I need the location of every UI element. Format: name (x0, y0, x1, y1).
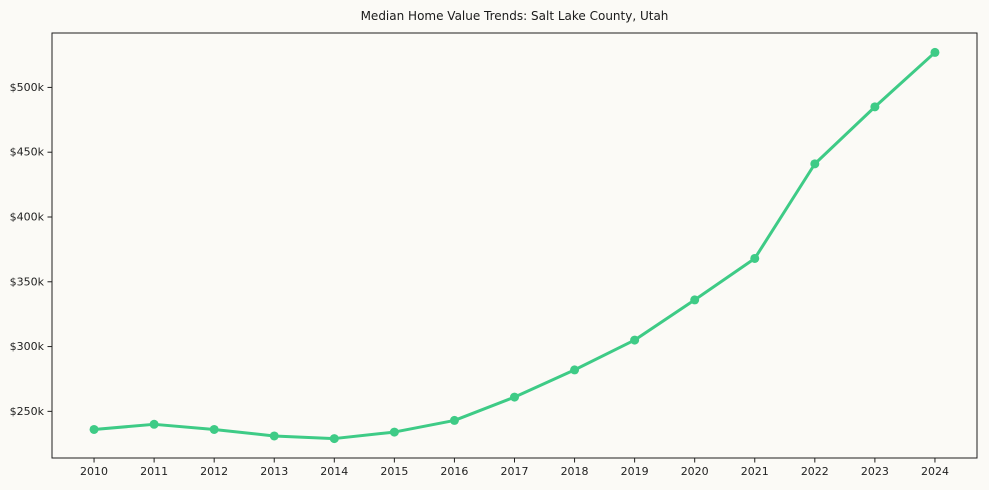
x-axis-tick-label: 2017 (501, 465, 529, 478)
series-line (92, 50, 937, 441)
y-axis-tick-label: $350k (10, 275, 45, 288)
chart-plot-area: $250k $300k $350k $400k $450k $500k 2010 2011 20… (10, 32, 978, 478)
data-point-marker (750, 253, 760, 263)
y-axis-tick-label: $250k (10, 405, 45, 418)
y-axis-tick-label: $500k (10, 81, 45, 94)
data-point-marker (89, 424, 99, 434)
data-point-marker (510, 392, 519, 402)
data-point-marker (870, 102, 880, 112)
data-point-marker (690, 295, 700, 305)
x-axis-tick-label: 2019 (621, 465, 649, 478)
data-point-marker (630, 335, 640, 345)
data-point-marker (570, 365, 580, 375)
x-axis-tick-label: 2012 (200, 465, 228, 478)
x-axis-tick-label: 2016 (440, 465, 468, 478)
data-point-marker (149, 419, 159, 429)
x-axis-tick-label: 2021 (741, 465, 769, 478)
y-axis-tick-label: $450k (10, 146, 45, 159)
y-axis-tick-label: $400k (10, 210, 45, 223)
x-axis-tick-label: 2014 (320, 465, 348, 478)
x-axis-tick-label: 2011 (140, 465, 168, 478)
data-point-marker (930, 47, 940, 57)
data-point-marker (209, 424, 219, 434)
x-axis-tick-label: 2013 (260, 465, 288, 478)
chart-title: Median Home Value Trends: Salt Lake Coun… (361, 9, 669, 23)
x-axis-tick-label: 2020 (681, 465, 709, 478)
x-axis-tick-label: 2023 (861, 465, 889, 478)
x-axis-tick-label: 2015 (380, 465, 408, 478)
x-axis-tick-label: 2022 (801, 465, 829, 478)
x-axis-tick-label: 2018 (561, 465, 589, 478)
x-axis-tick-label: 2024 (921, 465, 949, 478)
data-point-marker (810, 159, 820, 169)
y-axis-tick-label: $300k (10, 340, 45, 353)
data-point-marker (329, 434, 339, 444)
x-axis-tick-label: 2010 (80, 465, 108, 478)
data-point-marker (389, 427, 399, 437)
data-point-marker (449, 415, 459, 425)
data-point-marker (269, 431, 279, 441)
